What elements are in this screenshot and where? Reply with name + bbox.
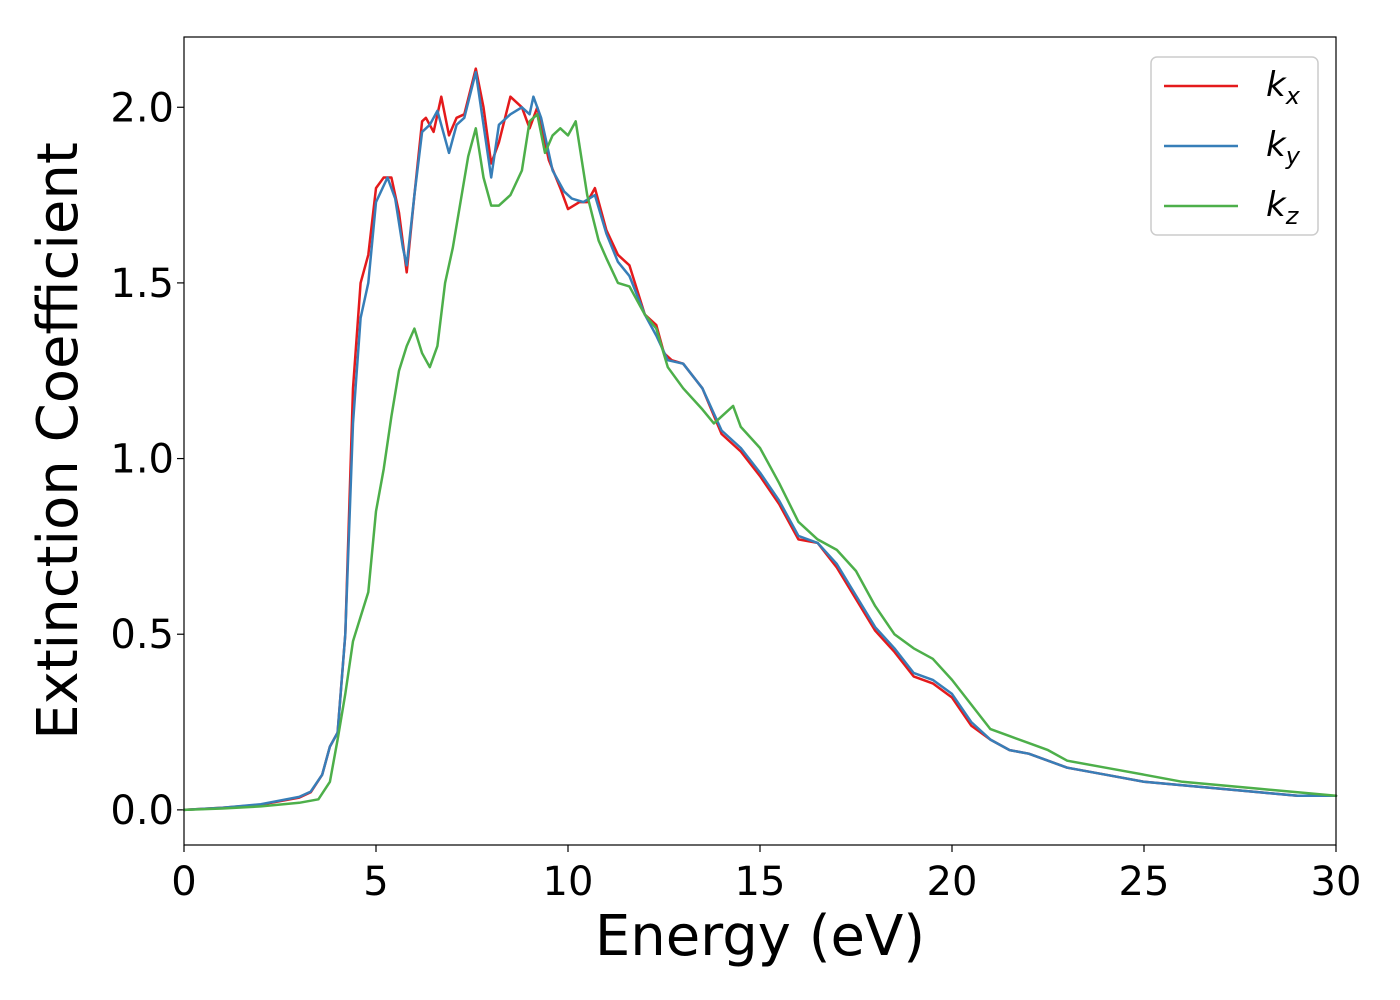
legend-label-subscript: z [1285, 202, 1300, 230]
y-tick-label: 1.0 [110, 437, 174, 483]
y-tick-label: 1.5 [110, 261, 174, 307]
x-axis-label: Energy (eV) [595, 904, 925, 969]
plot-frame [183, 36, 1337, 846]
y-tick-label: 0.0 [110, 788, 174, 834]
x-tick-label: 20 [927, 859, 978, 905]
series-line-kz [182, 113, 1338, 812]
x-tick-label: 10 [543, 859, 594, 905]
y-tick-label: 0.5 [110, 612, 174, 658]
legend-label-base: k [1266, 185, 1287, 225]
y-tick-label: 2.0 [110, 85, 174, 131]
x-tick-label: 15 [735, 859, 786, 905]
legend-label-kz: kz [1266, 185, 1300, 230]
legend-label-base: k [1266, 65, 1287, 105]
legend-label-subscript: x [1285, 82, 1301, 110]
x-tick-label: 5 [363, 859, 388, 905]
legend-label-kx: kx [1266, 65, 1301, 110]
series-line-ky [182, 70, 1338, 812]
y-axis-label: Extinction Coefficient [26, 142, 91, 740]
ticks-layer: 0 5 10 15 20 25 30 0.0 0.5 1.0 1.5 2.0 [110, 85, 1361, 905]
series-lines [182, 67, 1338, 812]
legend-label-base: k [1266, 125, 1287, 165]
x-tick-label: 30 [1311, 859, 1362, 905]
x-tick-label: 0 [171, 859, 196, 905]
x-tick-label: 25 [1119, 859, 1170, 905]
legend-label-subscript: y [1285, 142, 1301, 170]
legend-label-ky: ky [1266, 125, 1301, 170]
